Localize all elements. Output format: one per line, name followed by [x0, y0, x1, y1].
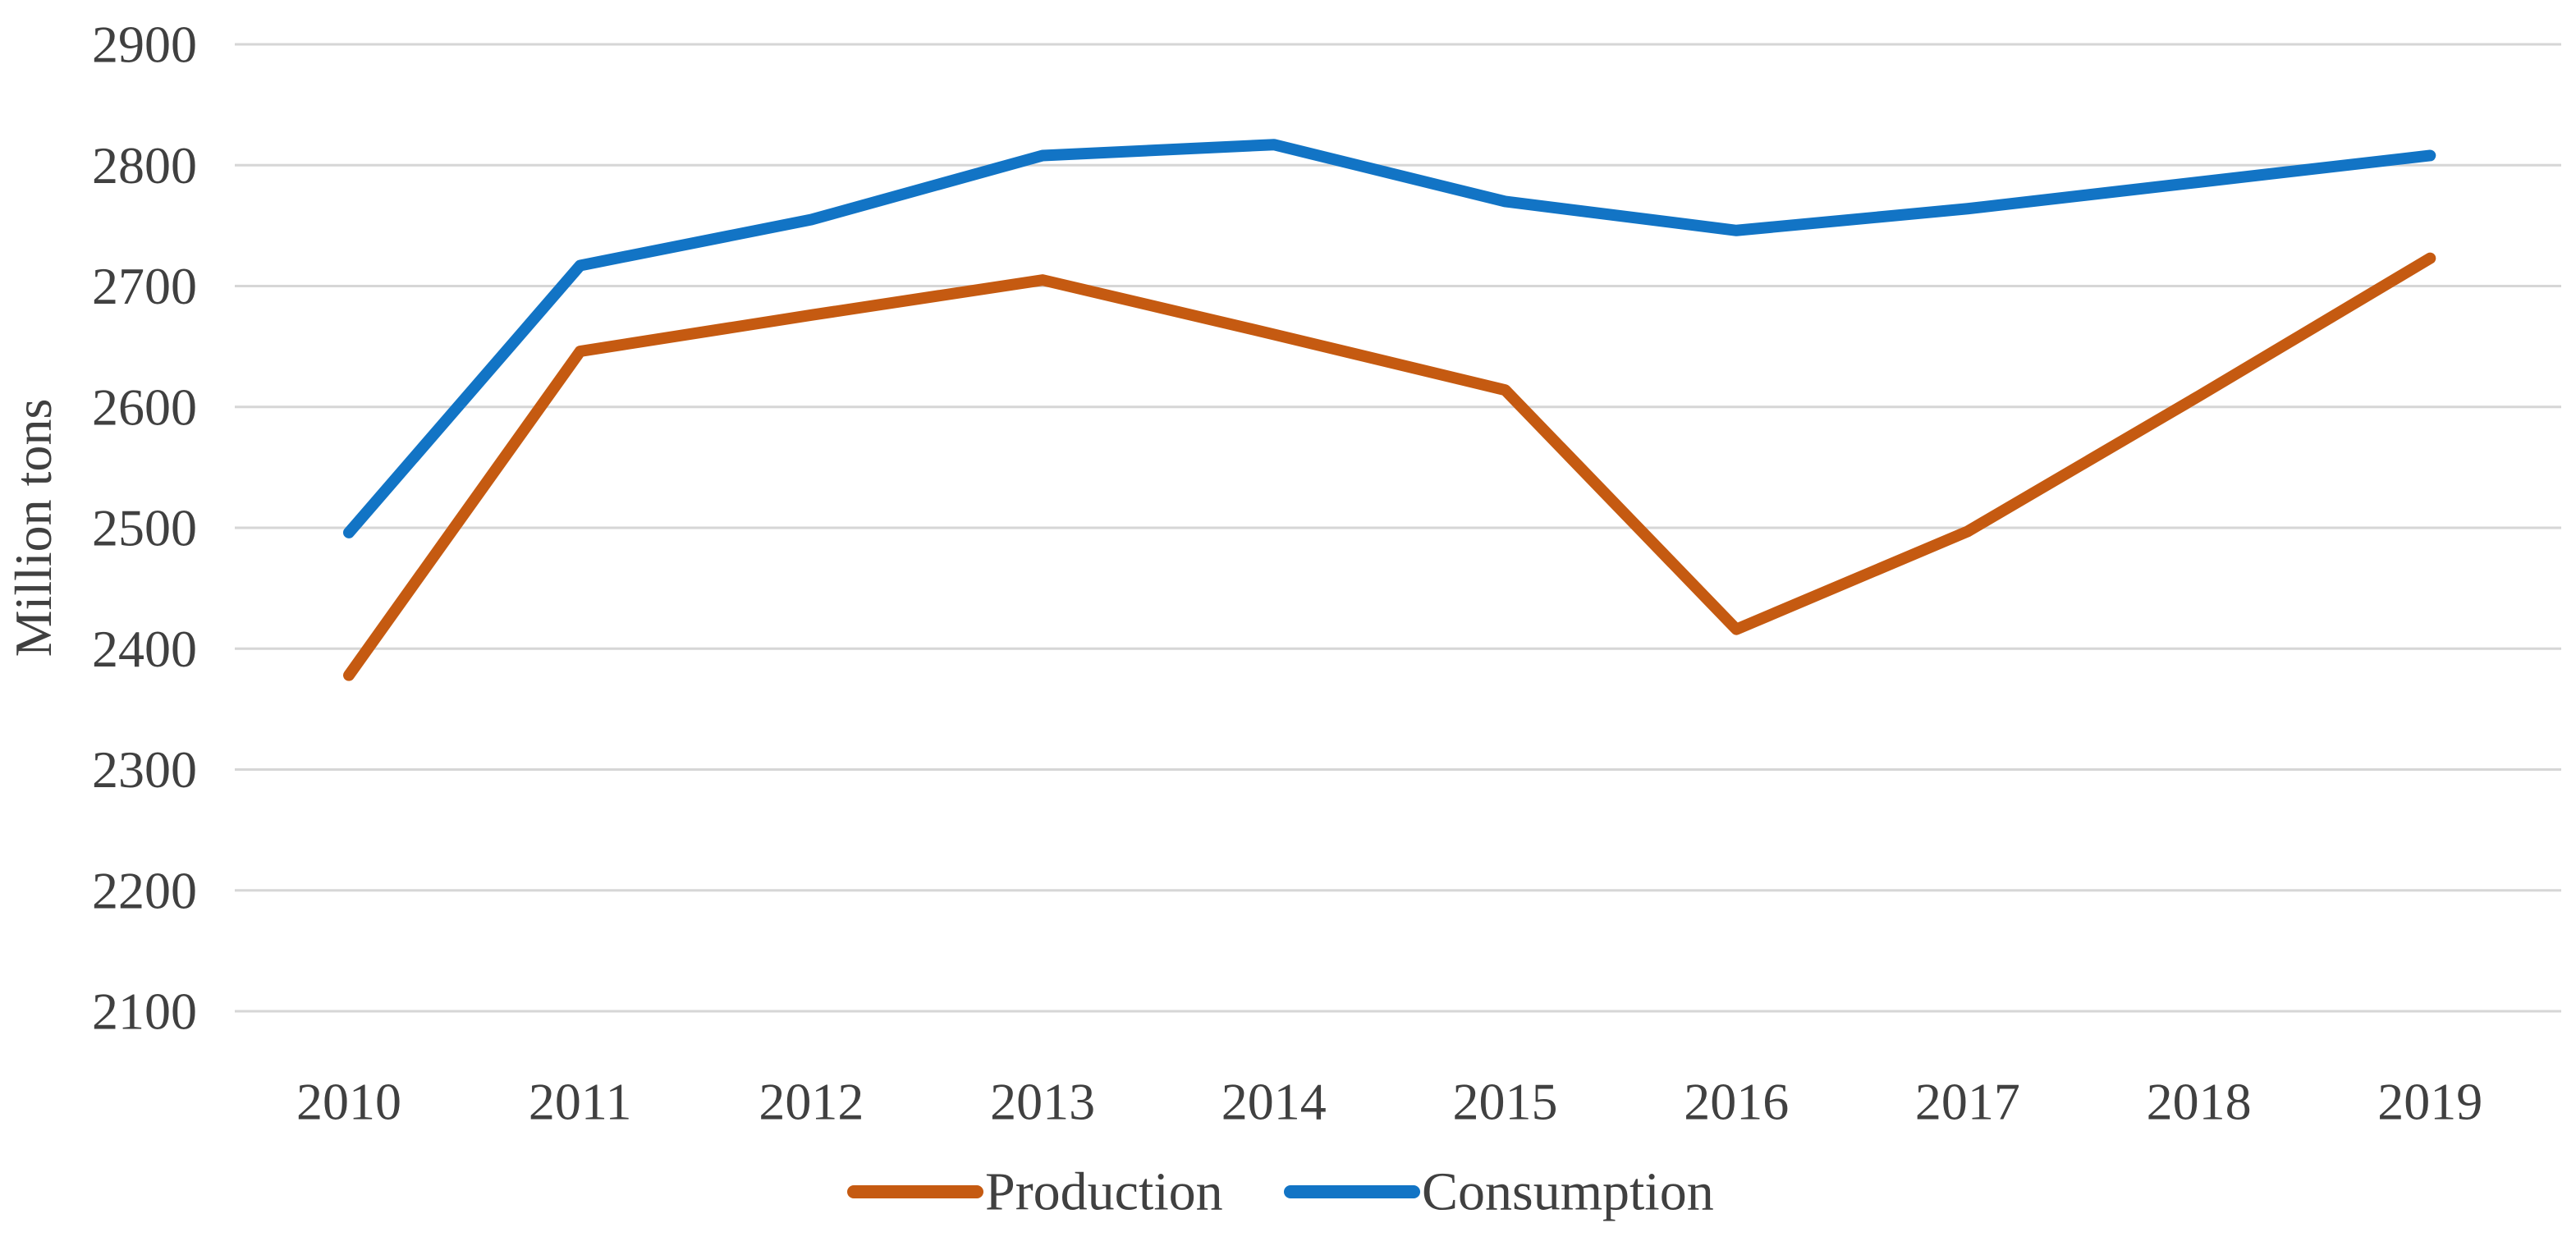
gridlines: [235, 43, 2561, 1013]
x-axis-tick-labels: 2010 2011 2012 2013 2014 2015 2016 2017 2018 2019: [296, 1073, 2482, 1131]
y-tick-label: 2400: [92, 620, 197, 678]
data-series: [343, 139, 2436, 681]
y-tick-label: 2200: [92, 861, 197, 919]
x-tick-label: 2017: [1915, 1073, 2020, 1131]
y-tick-label: 2700: [92, 257, 197, 315]
x-tick-label: 2014: [1222, 1073, 1327, 1131]
x-tick-label: 2019: [2377, 1073, 2482, 1131]
series-line-consumption: [343, 139, 2436, 538]
y-axis-title: Million tons: [4, 399, 62, 657]
y-tick-label: 2500: [92, 499, 197, 557]
x-tick-label: 2016: [1684, 1073, 1789, 1131]
legend-label-consumption: Consumption: [1422, 1162, 1714, 1222]
legend: Production Consumption: [847, 1162, 1714, 1222]
y-tick-label: 2100: [92, 983, 197, 1041]
x-tick-label: 2011: [529, 1073, 632, 1131]
legend-label-production: Production: [985, 1162, 1223, 1222]
x-tick-label: 2012: [759, 1073, 864, 1131]
y-tick-label: 2300: [92, 740, 197, 799]
x-tick-label: 2013: [990, 1073, 1095, 1131]
y-axis-tick-labels: 2900 2800 2700 2600 2500 2400 2300 2200 2100: [92, 16, 197, 1041]
y-tick-label: 2600: [92, 378, 197, 436]
y-tick-label: 2800: [92, 136, 197, 195]
x-tick-label: 2018: [2147, 1073, 2252, 1131]
x-tick-label: 2010: [296, 1073, 401, 1131]
y-tick-label: 2900: [92, 16, 197, 74]
series-line-production: [343, 252, 2436, 681]
x-tick-label: 2015: [1453, 1073, 1558, 1131]
